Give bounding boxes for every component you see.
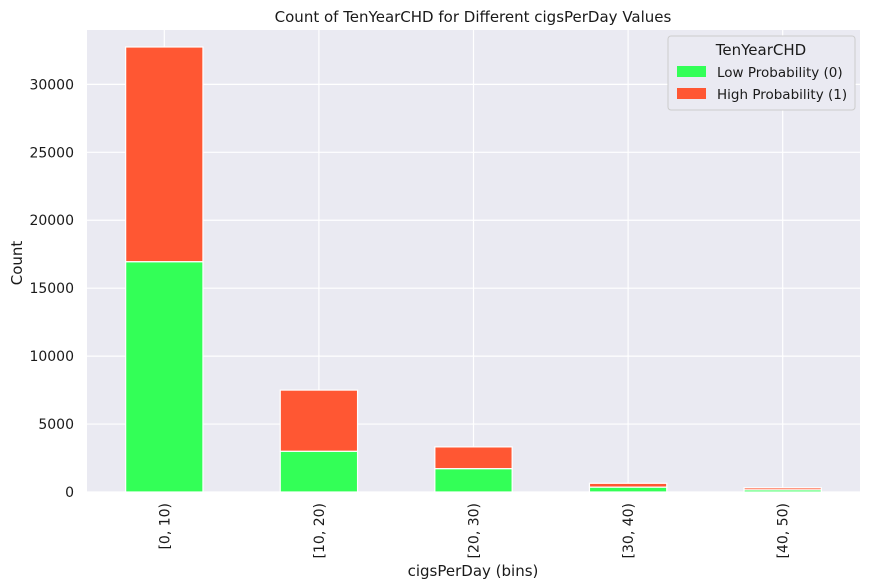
bar-high-probability (125, 46, 204, 263)
y-tick-label: 30000 (29, 77, 74, 93)
bar-high-probability (279, 389, 359, 452)
bar-low-probability (588, 486, 668, 493)
x-axis-label: cigsPerDay (bins) (408, 562, 539, 580)
chart-title: Count of TenYearCHD for Different cigsPe… (275, 8, 672, 26)
x-tick-label: [10, 20) (312, 503, 328, 558)
legend-frame (667, 35, 856, 111)
bar-low-probability (434, 468, 513, 493)
bars (125, 46, 822, 493)
legend-title: TenYearCHD (715, 41, 806, 59)
y-axis-label: Count (8, 241, 26, 286)
y-tick-label: 10000 (29, 349, 74, 365)
y-tick-label: 20000 (29, 213, 74, 229)
legend-swatch-low (677, 66, 706, 77)
x-tick-label: [40, 50) (776, 503, 792, 558)
x-axis-ticks: [0, 10) [10, 20) [20, 30) [30, 40) [40, 50) (157, 503, 791, 558)
legend: TenYearCHD Low Probability (0) High Prob… (667, 35, 856, 111)
y-axis-ticks: 0 5000 10000 15000 20000 25000 30000 (29, 77, 74, 501)
legend-label-low: Low Probability (0) (717, 65, 843, 81)
legend-swatch-high (677, 88, 706, 99)
bar-high-probability (588, 482, 668, 488)
bar-low-probability (279, 450, 359, 493)
bar-high-probability (434, 446, 513, 470)
y-tick-label: 25000 (29, 145, 74, 161)
x-tick-label: [30, 40) (621, 503, 637, 558)
x-tick-label: [20, 30) (467, 503, 483, 558)
bar-high-probability (743, 487, 822, 491)
bar-low-probability (125, 261, 204, 493)
y-tick-label: 5000 (38, 417, 74, 433)
y-tick-label: 0 (65, 485, 74, 501)
y-tick-label: 15000 (29, 281, 74, 297)
x-tick-label: [0, 10) (157, 503, 173, 550)
legend-label-high: High Probability (1) (717, 87, 847, 103)
